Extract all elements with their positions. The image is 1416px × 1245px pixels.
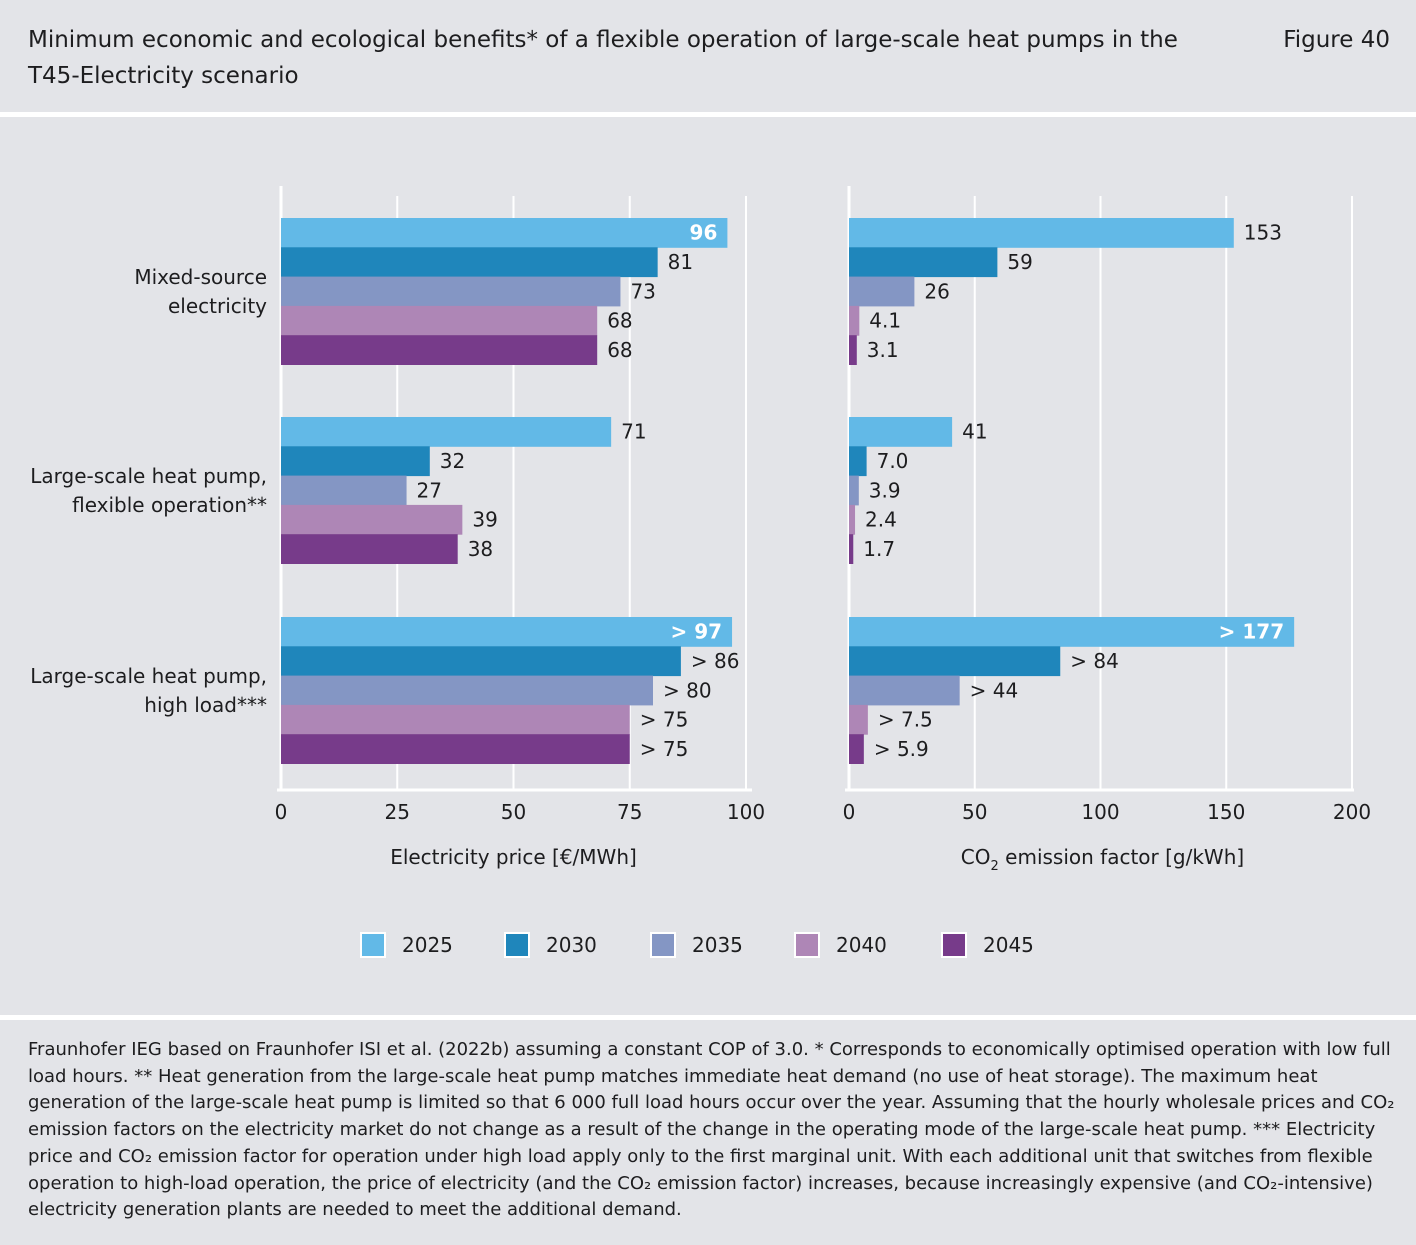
price-bar-2040 [281,504,463,535]
price-data-label: 38 [468,537,493,561]
co2-bar-2045 [849,734,864,764]
co2-data-label: 59 [1007,250,1032,274]
price-tick-label: 50 [501,800,526,824]
co2-data-label: 4.1 [869,309,901,333]
co2-tick-label: 50 [962,800,987,824]
price-data-label: 68 [607,309,632,333]
co2-bar-2045 [849,534,854,564]
co2-bar-2040 [849,504,856,535]
price-bar-2035 [281,675,653,706]
co2-data-label: > 5.9 [874,737,929,761]
co2-data-label: 153 [1244,221,1282,245]
co2-bar-2025 [849,617,1295,647]
co2-tick-label: 100 [1081,800,1119,824]
co2-bar-2025 [849,218,1234,248]
legend-swatch [360,932,386,958]
legend: 2025 2030 2035 2040 2045 [0,930,1416,964]
legend-label: 2025 [402,933,453,957]
co2-bar-2030 [849,247,998,278]
co2-data-label: > 177 [1219,620,1284,644]
legend-label: 2035 [692,933,743,957]
co2-data-label: 41 [962,420,987,444]
price-data-label: 32 [440,449,465,473]
co2-data-label: > 44 [970,678,1019,702]
price-bar-2040 [281,305,598,336]
legend-label: 2040 [836,933,887,957]
price-tick-label: 75 [617,800,642,824]
co2-bar-2025 [849,417,953,447]
header-divider [0,112,1416,117]
price-bar-2035 [281,475,407,506]
co2-tick-label: 0 [843,800,856,824]
co2-bar-2030 [849,646,1061,677]
price-data-label: 39 [472,508,497,532]
co2-tick-label: 200 [1333,800,1371,824]
co2-data-label: > 7.5 [878,708,933,732]
price-bar-2035 [281,276,621,307]
price-data-label: 71 [621,420,646,444]
legend-label: 2030 [546,933,597,957]
co2-bar-2045 [849,335,857,365]
legend-swatch [794,932,820,958]
price-bar-2045 [281,534,458,564]
price-tick-label: 0 [275,800,288,824]
co2-bar-2035 [849,475,859,506]
co2-bar-2030 [849,446,867,477]
price-bar-2030 [281,247,658,278]
price-tick-label: 25 [385,800,410,824]
price-data-label: 81 [668,250,693,274]
co2-tick-label: 150 [1207,800,1245,824]
price-bar-2040 [281,704,630,735]
price-data-label: 73 [630,279,655,303]
price-bar-2025 [281,617,733,647]
co2-data-label: 3.9 [869,478,901,502]
price-bar-2025 [281,218,728,248]
legend-label: 2045 [983,933,1034,957]
figure-label: Figure 40 [1283,27,1390,53]
co2-axis-title: CO2 emission factor [g/kWh] [961,845,1244,874]
price-axis-title: Electricity price [€/MWh] [390,845,637,869]
co2-bar-2035 [849,675,960,706]
price-data-label: > 75 [640,708,689,732]
price-data-label: > 75 [640,737,689,761]
category-label: Large-scale heat pump, flexible operation… [30,464,267,517]
co2-data-label: 2.4 [865,508,897,532]
legend-swatch [650,932,676,958]
co2-data-label: 26 [924,279,949,303]
footer-divider [0,1015,1416,1020]
price-tick-label: 100 [727,800,765,824]
co2-bar-2040 [849,704,868,735]
category-label: Large-scale heat pump, high load*** [30,664,267,717]
price-bar-2045 [281,734,630,764]
price-bar-2030 [281,446,430,477]
price-bar-2045 [281,335,598,365]
price-data-label: 27 [417,478,442,502]
price-data-label: > 80 [663,678,712,702]
price-bar-2030 [281,646,681,677]
chart-title: Minimum economic and ecological benefits… [28,27,1178,89]
legend-item-2045: 2045 [941,930,1034,960]
category-label: Mixed-source electricity [134,265,267,318]
bar-charts: 0 25 50 75 100 Electricity price [€/MWh] 96 81 7… [30,186,1371,874]
legend-item-2035: 2035 [650,930,743,960]
legend-item-2025: 2025 [360,930,453,960]
price-bar-2025 [281,417,612,447]
legend-item-2040: 2040 [794,930,887,960]
legend-swatch [504,932,530,958]
header: Minimum economic and ecological benefits… [0,0,1416,112]
co2-data-label: 7.0 [877,449,909,473]
chart-area: 0 25 50 75 100 Electricity price [€/MWh] 96 81 7… [0,118,1416,1013]
co2-bar-2035 [849,276,915,307]
footnote: Fraunhofer IEG based on Fraunhofer ISI e… [28,1039,1395,1221]
legend-item-2030: 2030 [504,930,597,960]
price-data-label: 68 [607,338,632,362]
legend-swatch [941,932,967,958]
price-data-label: > 86 [691,649,740,673]
price-data-label: > 97 [670,620,722,644]
co2-bar-2040 [849,305,860,336]
co2-data-label: > 84 [1070,649,1119,673]
co2-data-label: 3.1 [867,338,899,362]
price-data-label: 96 [690,221,718,245]
co2-data-label: 1.7 [863,537,895,561]
